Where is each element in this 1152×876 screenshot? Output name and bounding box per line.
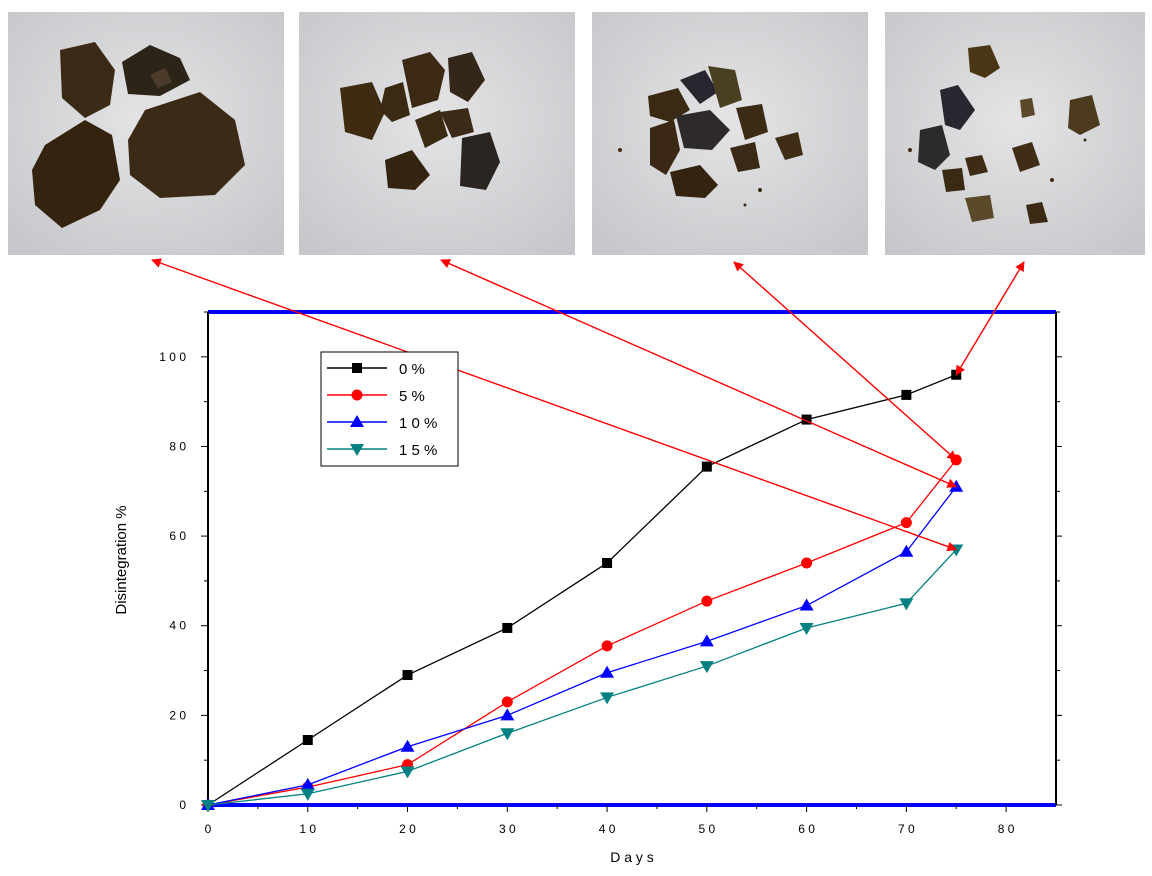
data-point bbox=[600, 665, 615, 678]
series-3 bbox=[201, 544, 964, 812]
series-0 bbox=[203, 369, 962, 810]
data-point bbox=[500, 708, 515, 721]
y-tick-label: 1 0 0 bbox=[159, 350, 186, 364]
data-point bbox=[949, 479, 964, 492]
series-line bbox=[207, 459, 957, 806]
data-point bbox=[400, 766, 415, 779]
legend-label: 5 % bbox=[399, 388, 425, 405]
legend-item: 1 5 % bbox=[327, 442, 437, 459]
y-axis-title: Disintegration % bbox=[113, 505, 130, 614]
data-point bbox=[400, 739, 415, 752]
photo-sample-2 bbox=[299, 12, 575, 255]
data-point bbox=[602, 557, 613, 568]
y-tick-label: 2 0 bbox=[169, 708, 186, 722]
data-point bbox=[302, 735, 313, 746]
x-tick-label: 0 bbox=[205, 822, 212, 836]
series-line bbox=[207, 374, 957, 806]
legend-marker bbox=[352, 363, 362, 373]
series-line bbox=[207, 549, 957, 806]
data-point bbox=[300, 788, 315, 801]
arrow-to-photo-sample-1 bbox=[151, 258, 958, 552]
photo-sample-4 bbox=[885, 12, 1145, 255]
x-tick-label: 1 0 bbox=[299, 822, 316, 836]
legend-marker bbox=[351, 389, 363, 401]
data-point bbox=[502, 622, 513, 633]
data-point bbox=[701, 461, 712, 472]
x-tick-label: 8 0 bbox=[998, 822, 1015, 836]
legend-marker bbox=[350, 444, 364, 456]
data-point bbox=[899, 598, 914, 611]
photo-sample-1 bbox=[8, 12, 284, 255]
data-point bbox=[899, 544, 914, 557]
legend-item: 5 % bbox=[327, 388, 425, 405]
y-tick-label: 6 0 bbox=[169, 529, 186, 543]
legend-item: 1 0 % bbox=[327, 415, 437, 432]
y-tick-label: 8 0 bbox=[169, 439, 186, 453]
data-point bbox=[500, 728, 515, 741]
data-point bbox=[901, 389, 912, 400]
series-2 bbox=[201, 479, 964, 810]
x-tick-label: 7 0 bbox=[898, 822, 915, 836]
legend-label: 1 0 % bbox=[399, 415, 437, 432]
data-point bbox=[600, 692, 615, 705]
x-tick-label: 4 0 bbox=[599, 822, 616, 836]
x-tick-label: 6 0 bbox=[798, 822, 815, 836]
series-layer bbox=[201, 369, 964, 812]
legend-box bbox=[320, 351, 459, 467]
arrow-to-photo-sample-2 bbox=[440, 259, 958, 488]
data-point bbox=[201, 800, 215, 812]
series-line bbox=[207, 486, 957, 806]
photo-sample-3 bbox=[592, 12, 868, 255]
photo-arrows bbox=[151, 258, 1025, 552]
y-tick-label: 4 0 bbox=[169, 619, 186, 633]
data-point bbox=[501, 696, 513, 708]
arrow-to-photo-sample-4 bbox=[955, 261, 1025, 376]
x-tick-label: 5 0 bbox=[698, 822, 715, 836]
data-point bbox=[601, 640, 613, 652]
x-tick-label: 3 0 bbox=[499, 822, 516, 836]
y-tick-label: 0 bbox=[179, 798, 186, 812]
legend: 0 % 5 % 1 0 % 1 5 % bbox=[320, 351, 459, 467]
data-point bbox=[701, 595, 713, 607]
data-point bbox=[300, 777, 315, 790]
data-point bbox=[699, 634, 714, 647]
axis-ticks: 0 1 0 2 0 3 0 4 0 5 0 6 0 7 0 8 0 0 2 0 4 0 6 0 8 0 1 … bbox=[159, 311, 1062, 836]
data-point bbox=[801, 557, 813, 569]
legend-label: 0 % bbox=[399, 361, 425, 378]
data-point bbox=[402, 670, 413, 681]
arrow-to-photo-sample-3 bbox=[733, 261, 957, 461]
data-point bbox=[799, 598, 814, 611]
data-point bbox=[900, 517, 912, 529]
data-point bbox=[699, 661, 714, 674]
series-1 bbox=[202, 454, 962, 811]
x-tick-label: 2 0 bbox=[399, 822, 416, 836]
legend-item: 0 % bbox=[327, 361, 425, 378]
data-point bbox=[799, 622, 814, 635]
x-axis-title: D a y s bbox=[610, 849, 654, 865]
legend-marker bbox=[350, 415, 364, 427]
legend-label: 1 5 % bbox=[399, 442, 437, 459]
